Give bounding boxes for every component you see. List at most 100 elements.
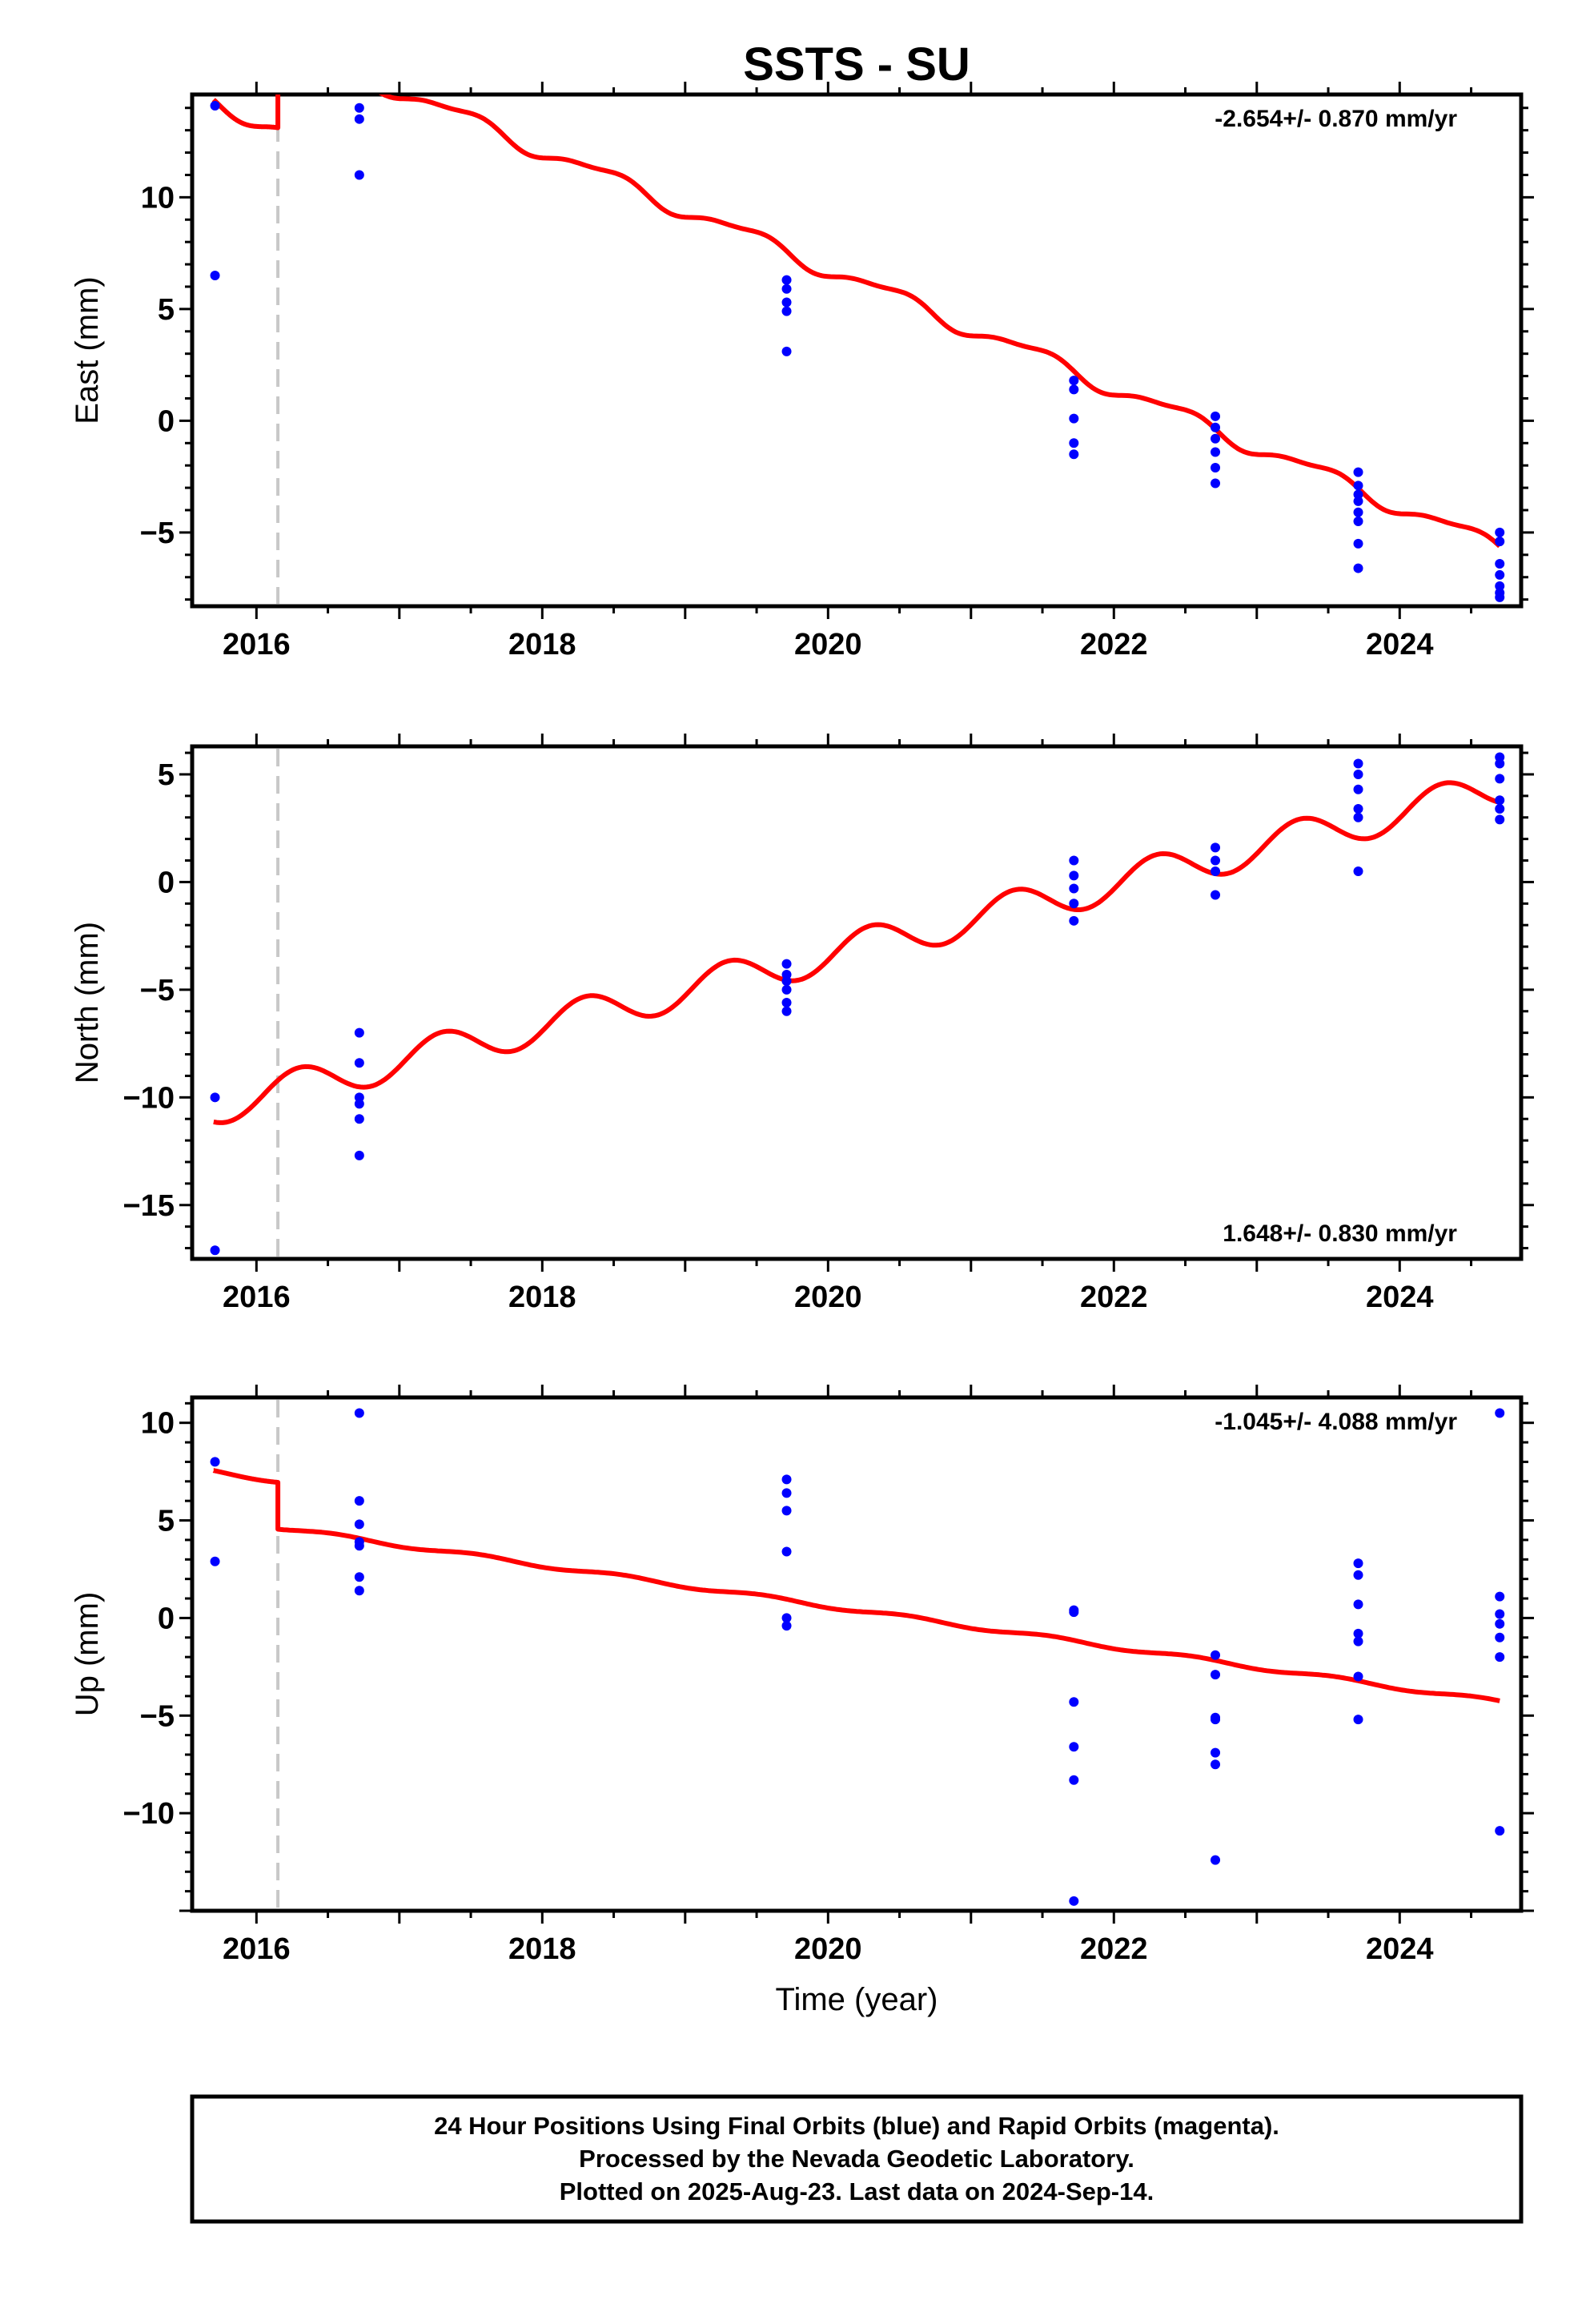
panel-north: 2016 2018 2020 2022 2024 −15 −10 −5 0 5 North (mm)… xyxy=(70,734,1534,1314)
data-point xyxy=(1495,569,1505,580)
data-point xyxy=(354,1114,364,1124)
data-point xyxy=(1211,411,1221,421)
data-point xyxy=(1353,516,1363,526)
data-point xyxy=(1495,1618,1505,1629)
x-tick-label: 2018 xyxy=(508,1281,576,1314)
panel-frame-east xyxy=(190,92,1524,609)
x-tick-label: 2020 xyxy=(794,628,862,661)
data-point xyxy=(1353,758,1363,769)
x-tick-label: 2018 xyxy=(508,1932,576,1966)
data-point xyxy=(781,297,792,308)
data-point xyxy=(1495,814,1505,825)
data-point xyxy=(1495,1632,1505,1642)
x-tick-label: 2018 xyxy=(508,628,576,661)
panel-up: 2016 2018 2020 2022 2024 −10 −5 0 5 10 Up (mm) -1.0… xyxy=(70,1385,1534,1966)
footer-line-1: 24 Hour Positions Using Final Orbits (bl… xyxy=(434,2112,1279,2140)
data-point xyxy=(1069,870,1079,881)
data-point xyxy=(1353,1570,1363,1580)
panel-frame-up xyxy=(190,1395,1524,1913)
rate-annotation-east: -2.654+/- 0.870 mm/yr xyxy=(1215,106,1457,132)
data-point xyxy=(210,1556,220,1566)
x-tick-label: 2024 xyxy=(1366,628,1434,661)
y-tick-label: −10 xyxy=(123,1797,175,1831)
data-point xyxy=(781,346,792,356)
footer-frame xyxy=(190,2094,1524,2224)
y-tick-label: −10 xyxy=(123,1081,175,1115)
data-point xyxy=(210,1457,220,1467)
data-point xyxy=(1211,1747,1221,1758)
data-point xyxy=(1495,774,1505,784)
data-point xyxy=(1353,538,1363,549)
data-points-up xyxy=(210,1408,1505,1906)
data-point xyxy=(781,306,792,316)
data-point xyxy=(1211,855,1221,866)
data-point xyxy=(1495,1408,1505,1418)
data-point xyxy=(1211,842,1221,853)
y-tick-label: −5 xyxy=(140,1699,175,1733)
data-point xyxy=(354,103,364,113)
y-tick-label: 0 xyxy=(158,1602,175,1635)
data-point xyxy=(781,976,792,987)
x-tick-label: 2024 xyxy=(1366,1281,1434,1314)
data-point xyxy=(1353,1599,1363,1610)
data-point xyxy=(210,1245,220,1256)
data-points-east xyxy=(210,100,1505,602)
footer-line-3: Plotted on 2025-Aug-23. Last data on 202… xyxy=(560,2177,1154,2205)
data-point xyxy=(354,114,364,124)
rate-annotation-up: -1.045+/- 4.088 mm/yr xyxy=(1215,1409,1457,1435)
data-point xyxy=(1211,1670,1221,1680)
x-tick-label: 2016 xyxy=(223,1281,291,1314)
data-point xyxy=(1211,1855,1221,1865)
data-point xyxy=(1211,478,1221,489)
data-point xyxy=(1495,558,1505,569)
data-point xyxy=(210,100,220,111)
data-point xyxy=(781,1506,792,1516)
data-point xyxy=(1069,883,1079,894)
model-curve-north xyxy=(213,780,1501,1125)
data-point xyxy=(781,275,792,285)
y-tick-label: −15 xyxy=(123,1189,175,1223)
data-point xyxy=(210,271,220,281)
rate-annotation-north: 1.648+/- 0.830 mm/yr xyxy=(1223,1220,1457,1247)
data-points-north xyxy=(210,752,1505,1256)
data-point xyxy=(354,1572,364,1582)
x-tick-label: 2016 xyxy=(223,1932,291,1966)
model-curve-up xyxy=(211,1468,1500,1703)
data-point xyxy=(1353,1636,1363,1647)
chart-title: SSTS - SU xyxy=(743,38,970,90)
data-point xyxy=(781,959,792,969)
data-point xyxy=(354,1150,364,1160)
data-point xyxy=(1353,480,1363,491)
data-point xyxy=(1069,438,1079,448)
data-point xyxy=(1211,1759,1221,1770)
model-curve-east xyxy=(211,94,1502,549)
x-axis-label: Time (year) xyxy=(776,1982,938,2017)
data-point xyxy=(1353,1558,1363,1569)
data-point xyxy=(1069,1697,1079,1707)
data-point xyxy=(1069,1775,1079,1785)
x-tick-label: 2016 xyxy=(223,628,291,661)
data-point xyxy=(781,1488,792,1498)
data-point xyxy=(1211,1715,1221,1725)
data-point xyxy=(1353,1715,1363,1725)
data-point xyxy=(1495,795,1505,806)
y-tick-label: 0 xyxy=(158,404,175,438)
data-point xyxy=(354,170,364,180)
data-point xyxy=(1211,866,1221,876)
data-point xyxy=(1353,784,1363,794)
data-point xyxy=(354,1099,364,1109)
data-point xyxy=(1211,433,1221,444)
data-point xyxy=(1495,1826,1505,1836)
x-tick-label: 2022 xyxy=(1080,1281,1148,1314)
y-tick-label: −5 xyxy=(140,974,175,1007)
data-point xyxy=(354,1496,364,1506)
data-point xyxy=(1495,1591,1505,1602)
data-point xyxy=(781,1546,792,1557)
data-point xyxy=(781,283,792,294)
data-point xyxy=(1495,758,1505,769)
data-point xyxy=(354,1027,364,1038)
data-point xyxy=(1495,527,1505,537)
data-point xyxy=(1353,507,1363,517)
data-point xyxy=(1353,489,1363,500)
